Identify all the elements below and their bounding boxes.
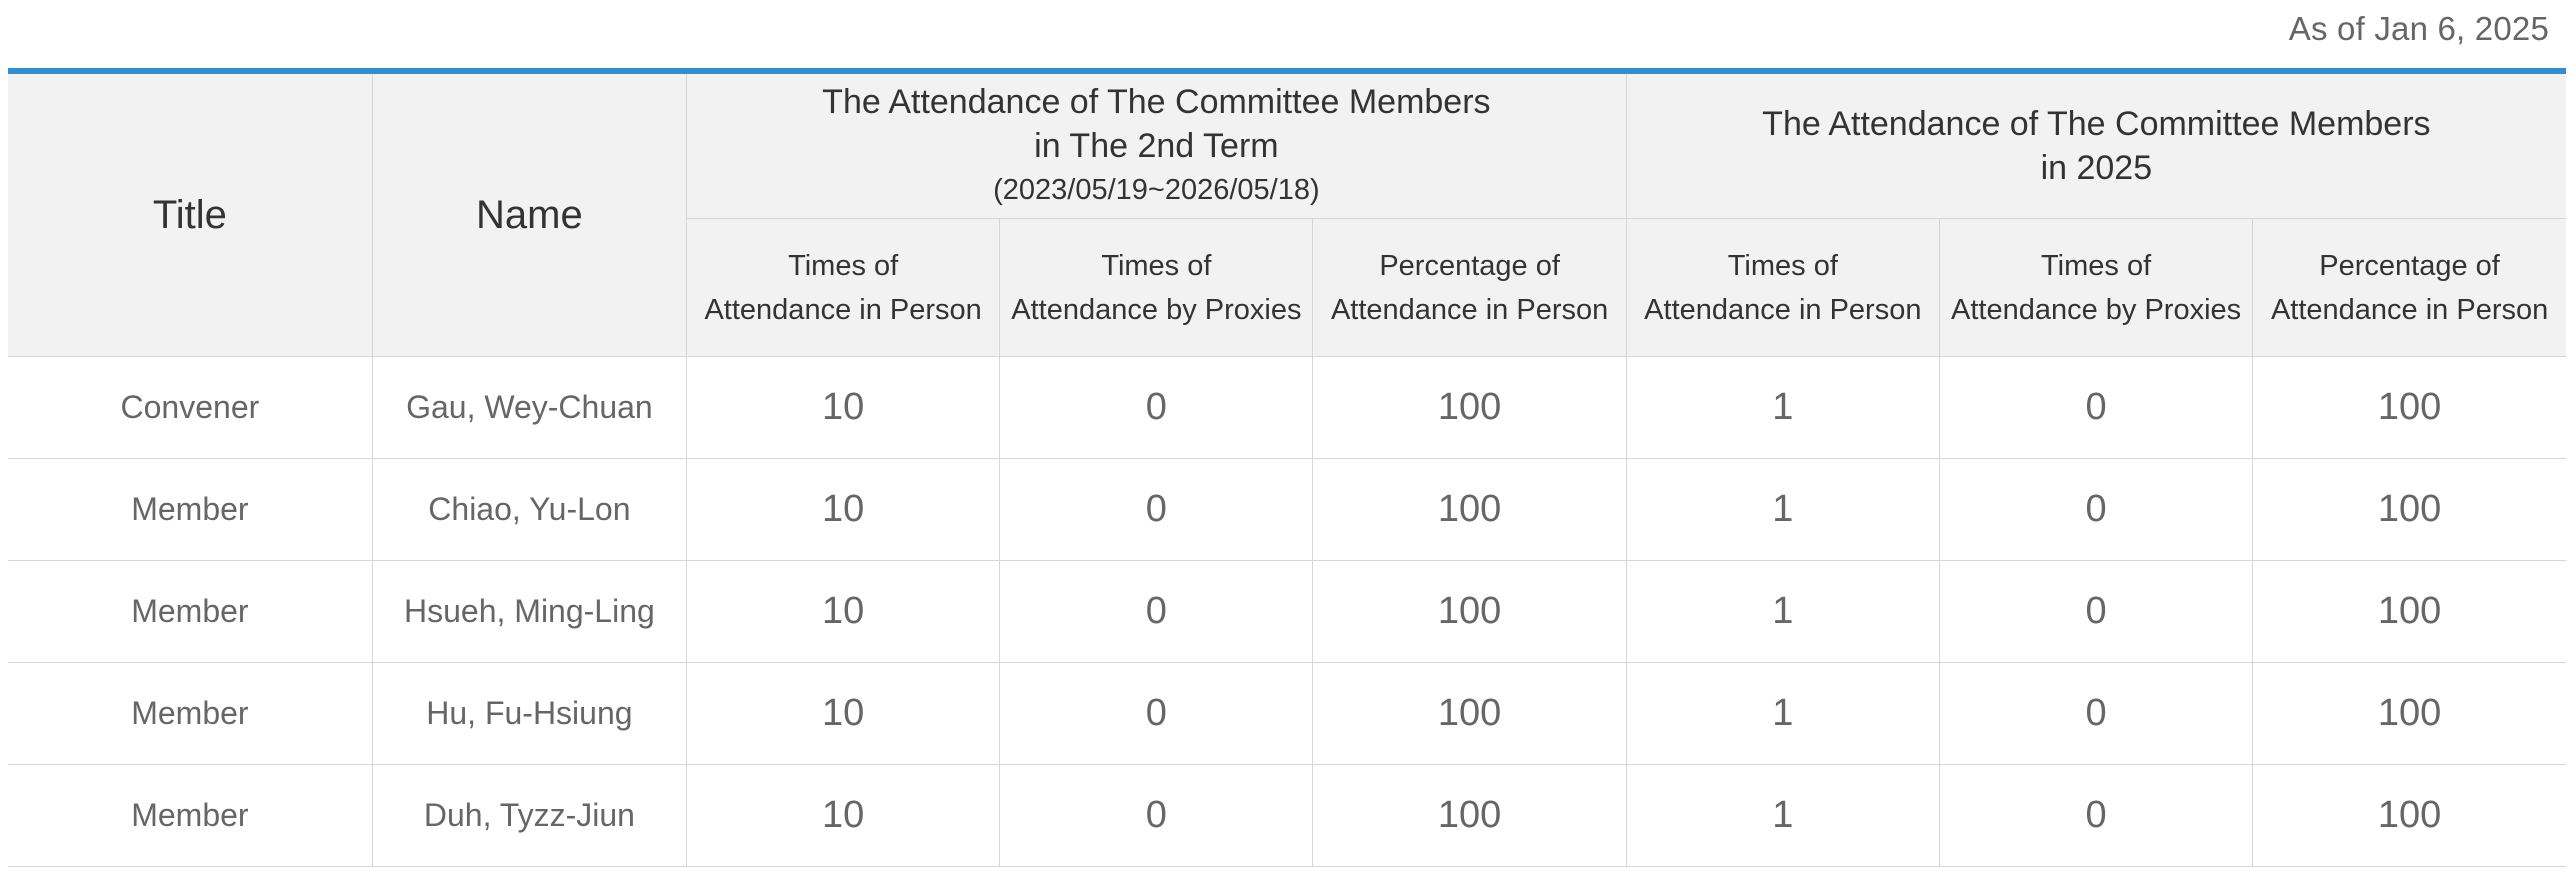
cell-term-percentage: 100 [1312, 356, 1627, 459]
cell-title: Convener [8, 356, 373, 459]
cell-name: Hu, Fu-Hsiung [371, 662, 687, 765]
subheader-2025-percentage: Percentage of Attendance in Person [2252, 218, 2566, 357]
cell-term-by-proxies: 0 [999, 356, 1313, 459]
group-header-2025: The Attendance of The Committee Members … [1625, 74, 2566, 219]
table-header: Title Name The Attendance of The Committ… [8, 74, 2566, 357]
subheader-term-in-person: Times of Attendance in Person [686, 218, 1000, 357]
cell-title: Member [8, 560, 373, 663]
cell-term-in-person: 10 [686, 764, 1000, 867]
cell-term-in-person: 10 [686, 560, 1000, 663]
cell-2025-in-person: 1 [1625, 662, 1940, 765]
subheader-line1: Percentage of [1379, 249, 1560, 282]
subheader-term-percentage: Percentage of Attendance in Person [1312, 218, 1627, 357]
group2-line2: in 2025 [2040, 149, 2153, 187]
cell-term-percentage: 100 [1312, 764, 1627, 867]
subheader-line2: Attendance in Person [1330, 293, 1609, 326]
as-of-date: As of Jan 6, 2025 [2288, 10, 2549, 47]
cell-2025-percentage: 100 [2252, 560, 2566, 663]
cell-term-percentage: 100 [1312, 458, 1627, 561]
subheader-term-by-proxies: Times of Attendance by Proxies [999, 218, 1313, 357]
cell-2025-by-proxies: 0 [1938, 662, 2253, 765]
cell-title: Member [8, 458, 373, 561]
group2-line1: The Attendance of The Committee Members [1762, 105, 2431, 143]
subheader-2025-in-person: Times of Attendance in Person [1625, 218, 1940, 357]
cell-2025-by-proxies: 0 [1938, 560, 2253, 663]
subheader-line1: Times of [2041, 249, 2152, 282]
cell-name: Duh, Tyzz-Jiun [371, 764, 687, 867]
subheader-line2: Attendance by Proxies [1950, 293, 2242, 326]
subheader-line1: Times of [1727, 249, 1838, 282]
group-header-2nd-term: The Attendance of The Committee Members … [686, 74, 1627, 219]
cell-2025-percentage: 100 [2252, 662, 2566, 765]
header-row-groups: Title Name The Attendance of The Committ… [8, 74, 2566, 357]
subheader-2025-by-proxies: Times of Attendance by Proxies [1938, 218, 2253, 357]
cell-term-by-proxies: 0 [999, 764, 1313, 867]
header-name-label: Name [476, 192, 583, 237]
cell-title: Member [8, 662, 373, 765]
cell-2025-by-proxies: 0 [1938, 458, 2253, 561]
cell-name: Gau, Wey-Chuan [371, 356, 687, 459]
cell-2025-in-person: 1 [1625, 560, 1940, 663]
cell-2025-in-person: 1 [1625, 458, 1940, 561]
cell-2025-in-person: 1 [1625, 764, 1940, 867]
attendance-table-container: Title Name The Attendance of The Committ… [8, 68, 2566, 867]
attendance-table: Title Name The Attendance of The Committ… [8, 74, 2566, 867]
cell-2025-in-person: 1 [1625, 356, 1940, 459]
subheader-line1: Percentage of [2319, 249, 2500, 282]
table-row: Member Hu, Fu-Hsiung 10 0 100 1 0 100 [8, 662, 2566, 765]
cell-term-in-person: 10 [686, 458, 1000, 561]
group1-line1: The Attendance of The Committee Members [822, 83, 1491, 121]
table-row: Convener Gau, Wey-Chuan 10 0 100 1 0 100 [8, 356, 2566, 459]
cell-term-by-proxies: 0 [999, 560, 1313, 663]
subheader-line2: Attendance in Person [2270, 293, 2549, 326]
cell-2025-percentage: 100 [2252, 356, 2566, 459]
subheader-line2: Attendance by Proxies [1011, 293, 1302, 326]
cell-term-percentage: 100 [1312, 662, 1627, 765]
subheader-line1: Times of [1101, 249, 1212, 282]
header-title-label: Title [152, 192, 227, 237]
cell-2025-percentage: 100 [2252, 458, 2566, 561]
cell-term-percentage: 100 [1312, 560, 1627, 663]
cell-term-by-proxies: 0 [999, 458, 1313, 561]
cell-term-in-person: 10 [686, 356, 1000, 459]
cell-title: Member [8, 764, 373, 867]
subheader-line1: Times of [788, 249, 899, 282]
column-header-title: Title [8, 74, 373, 357]
subheader-line2: Attendance in Person [704, 293, 982, 326]
table-body: Convener Gau, Wey-Chuan 10 0 100 1 0 100… [8, 356, 2566, 867]
cell-term-by-proxies: 0 [999, 662, 1313, 765]
cell-name: Hsueh, Ming-Ling [371, 560, 687, 663]
table-row: Member Chiao, Yu-Lon 10 0 100 1 0 100 [8, 458, 2566, 561]
cell-2025-by-proxies: 0 [1938, 764, 2253, 867]
header-row-sub: Times of Attendance in Person Times of A… [8, 218, 2566, 357]
table-row: Member Hsueh, Ming-Ling 10 0 100 1 0 100 [8, 560, 2566, 663]
group1-line3: (2023/05/19~2026/05/18) [993, 174, 1320, 206]
cell-term-in-person: 10 [686, 662, 1000, 765]
subheader-line2: Attendance in Person [1644, 293, 1922, 326]
group1-line2: in The 2nd Term [1034, 127, 1279, 165]
cell-2025-percentage: 100 [2252, 764, 2566, 867]
cell-name: Chiao, Yu-Lon [371, 458, 687, 561]
table-row: Member Duh, Tyzz-Jiun 10 0 100 1 0 100 [8, 764, 2566, 867]
cell-2025-by-proxies: 0 [1938, 356, 2253, 459]
column-header-name: Name [371, 74, 687, 357]
